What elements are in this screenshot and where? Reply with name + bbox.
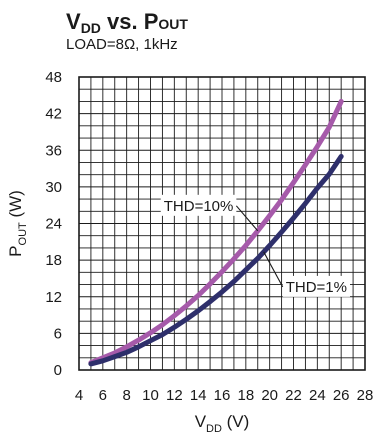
y-tick-label: 36 (45, 142, 62, 159)
annotation-label: THD=10% (164, 198, 234, 215)
title-part: V (66, 9, 81, 34)
x-tick-label: 6 (99, 387, 107, 404)
annotation-background (160, 194, 237, 216)
x-tick-label: 28 (357, 387, 374, 404)
chart-subtitle: LOAD=8Ω, 1kHz (66, 36, 178, 53)
annotation-label: THD=1% (286, 279, 347, 296)
grid (79, 77, 365, 370)
chart-title: VDD vs. POUT (66, 9, 188, 36)
title-part-small: OUT (158, 16, 188, 32)
x-tick-label: 18 (237, 387, 254, 404)
annotation-2: THD=1% (263, 251, 350, 297)
y-tick-label: 0 (54, 362, 62, 379)
annotation-background (282, 275, 350, 297)
x-tick-label: 8 (122, 387, 130, 404)
y-tick-label: 42 (45, 106, 62, 123)
y-tick-label: 30 (45, 179, 62, 196)
x-axis-label-main: V (195, 412, 207, 431)
annotations: THD=10% THD=1% (160, 194, 350, 297)
y-tick-label: 18 (45, 252, 62, 269)
y-axis-label-sub: OUT (17, 222, 29, 246)
x-tick-label: 4 (75, 387, 83, 404)
title-part-sub: DD (81, 20, 101, 36)
title-part: vs. P (101, 9, 158, 34)
y-tick-label: 24 (45, 216, 62, 233)
y-axis-label: POUT (W) (6, 190, 29, 257)
x-tick-label: 16 (214, 387, 231, 404)
annotation-leader (263, 251, 284, 288)
x-axis-label-sub: DD (206, 423, 222, 435)
x-axis-label-unit: (V) (222, 412, 249, 431)
annotation-leader (235, 205, 259, 232)
series-group (88, 98, 344, 367)
x-tick-label: 14 (190, 387, 207, 404)
x-tick-label: 26 (333, 387, 350, 404)
series-line-2 (88, 153, 344, 367)
annotation-1: THD=10% (160, 194, 259, 232)
x-tick-label: 10 (142, 387, 159, 404)
plot-frame (78, 76, 366, 371)
x-tick-label: 12 (166, 387, 183, 404)
x-axis-label: VDD (V) (195, 412, 250, 435)
y-axis-label-unit: (W) (6, 190, 25, 222)
x-tick-label: 22 (285, 387, 302, 404)
x-tick-label: 24 (309, 387, 326, 404)
x-tick-label: 20 (261, 387, 278, 404)
y-tick-label: 48 (45, 69, 62, 86)
series-line-1 (88, 98, 344, 366)
y-tick-label: 12 (45, 289, 62, 306)
y-axis-label-main: P (6, 245, 25, 256)
y-tick-label: 6 (54, 325, 62, 342)
